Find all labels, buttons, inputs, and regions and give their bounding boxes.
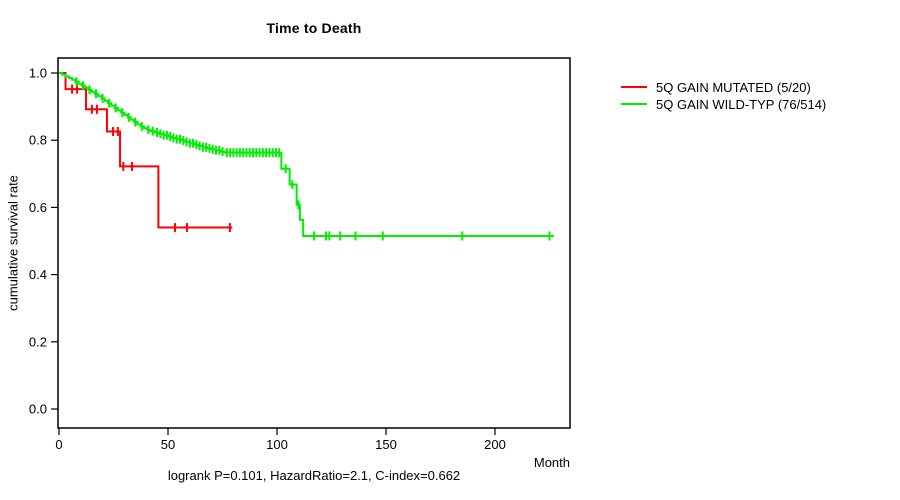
y-axis-label: cumulative survival rate	[5, 175, 21, 311]
legend: 5Q GAIN MUTATED (5/20) 5Q GAIN WILD-TYP …	[621, 79, 827, 112]
legend-swatch-wildtype-line	[621, 103, 647, 105]
legend-label-mutated: 5Q GAIN MUTATED (5/20)	[656, 79, 811, 95]
y-tick-label: 0.0	[29, 402, 47, 417]
x-tick-label: 0	[55, 437, 62, 452]
y-tick-label: 0.2	[29, 334, 47, 349]
stats-caption: logrank P=0.101, HazardRatio=2.1, C-inde…	[167, 468, 461, 483]
legend-item-wildtype: 5Q GAIN WILD-TYP (76/514)	[621, 96, 827, 112]
y-tick-label: 0.4	[29, 267, 47, 282]
survival-curve-mutated	[59, 72, 233, 229]
legend-swatch-mutated-line	[621, 86, 647, 88]
x-tick-label: 150	[375, 437, 397, 452]
chart-title: Time to Death	[266, 20, 362, 36]
y-tick-label: 0.6	[29, 200, 47, 215]
x-axis-label: Month	[533, 455, 570, 470]
y-tick-label: 1.0	[29, 66, 47, 81]
y-tick-label: 0.8	[29, 133, 47, 148]
x-tick-label: 50	[161, 437, 175, 452]
plot-box	[57, 57, 571, 429]
legend-item-mutated: 5Q GAIN MUTATED (5/20)	[621, 79, 826, 95]
survival-curve-wildtype	[59, 72, 554, 237]
legend-label-wildtype: 5Q GAIN WILD-TYP (76/514)	[656, 96, 827, 112]
x-tick-label: 200	[484, 437, 506, 452]
x-tick-label: 100	[266, 437, 288, 452]
